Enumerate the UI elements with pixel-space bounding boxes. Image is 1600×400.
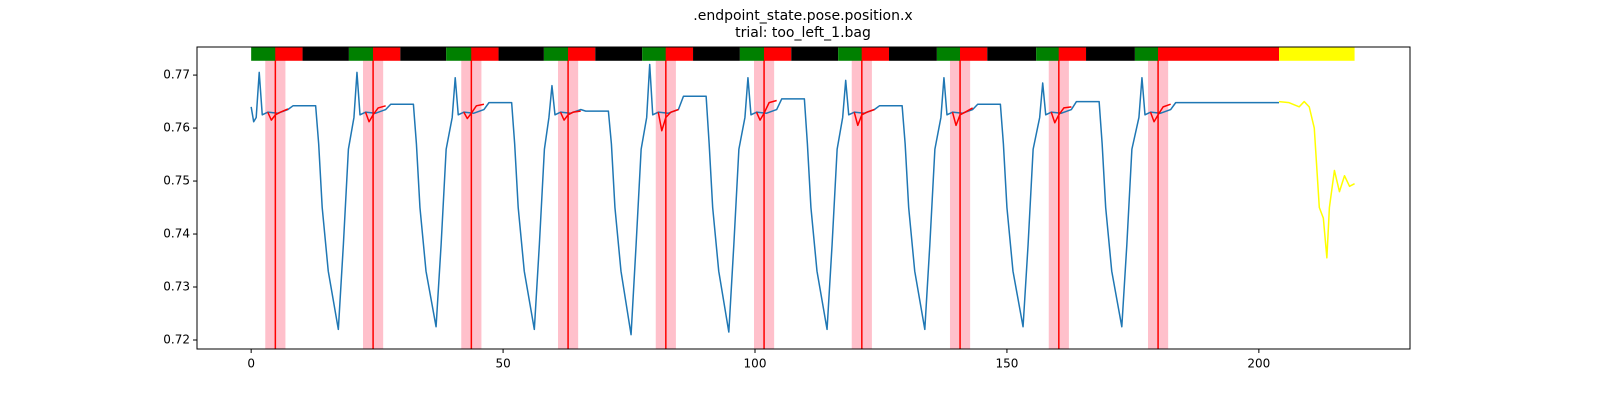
x-tick-label: 50 (495, 357, 510, 371)
timeline-segment (642, 47, 666, 61)
x-tick-label: 0 (247, 357, 255, 371)
timeline-segment (838, 47, 862, 61)
timeline-segment (543, 47, 569, 61)
timeline-segment (960, 47, 988, 61)
timeline-segment (1279, 47, 1355, 61)
timeline-segment (791, 47, 839, 61)
timeline-segment (1058, 47, 1087, 61)
chart-title: .endpoint_state.pose.position.x (693, 8, 912, 24)
axes-frame (196, 46, 1411, 350)
timeline-segment (348, 47, 374, 61)
x-tick-label: 150 (995, 357, 1018, 371)
y-tick-label: 0.73 (163, 280, 190, 294)
timeline-segment (446, 47, 472, 61)
timeline-segment (764, 47, 792, 61)
timeline-segment (373, 47, 401, 61)
timeline-segment (1036, 47, 1059, 61)
y-tick-label: 0.74 (163, 227, 190, 241)
timeline-segment (400, 47, 447, 61)
timeline-segment (1158, 47, 1280, 61)
timeline-segment (275, 47, 303, 61)
data-line (250, 63, 1279, 336)
timeline-segment (251, 47, 276, 61)
timeline-segment (693, 47, 740, 61)
timeline-segment (471, 47, 499, 61)
timeline-segment (889, 47, 937, 61)
timeline-segment (595, 47, 643, 61)
timeline-segment (498, 47, 544, 61)
timeline-segment (739, 47, 765, 61)
timeline-segment (936, 47, 961, 61)
timeline-segment (1086, 47, 1135, 61)
x-tick-label: 200 (1247, 357, 1270, 371)
timeline-segment (1134, 47, 1159, 61)
timeline-segment (665, 47, 694, 61)
y-tick-label: 0.75 (163, 174, 190, 188)
x-tick-label: 100 (744, 357, 767, 371)
y-tick-label: 0.76 (163, 121, 190, 135)
timeline-segment (568, 47, 596, 61)
data-line (1278, 100, 1355, 259)
timeline-segment (987, 47, 1037, 61)
y-tick-label: 0.77 (163, 68, 190, 82)
chart-subtitle: trial: too_left_1.bag (735, 25, 871, 41)
y-tick-label: 0.72 (163, 332, 190, 346)
timeline-segment (302, 47, 349, 61)
timeline-segment (861, 47, 890, 61)
